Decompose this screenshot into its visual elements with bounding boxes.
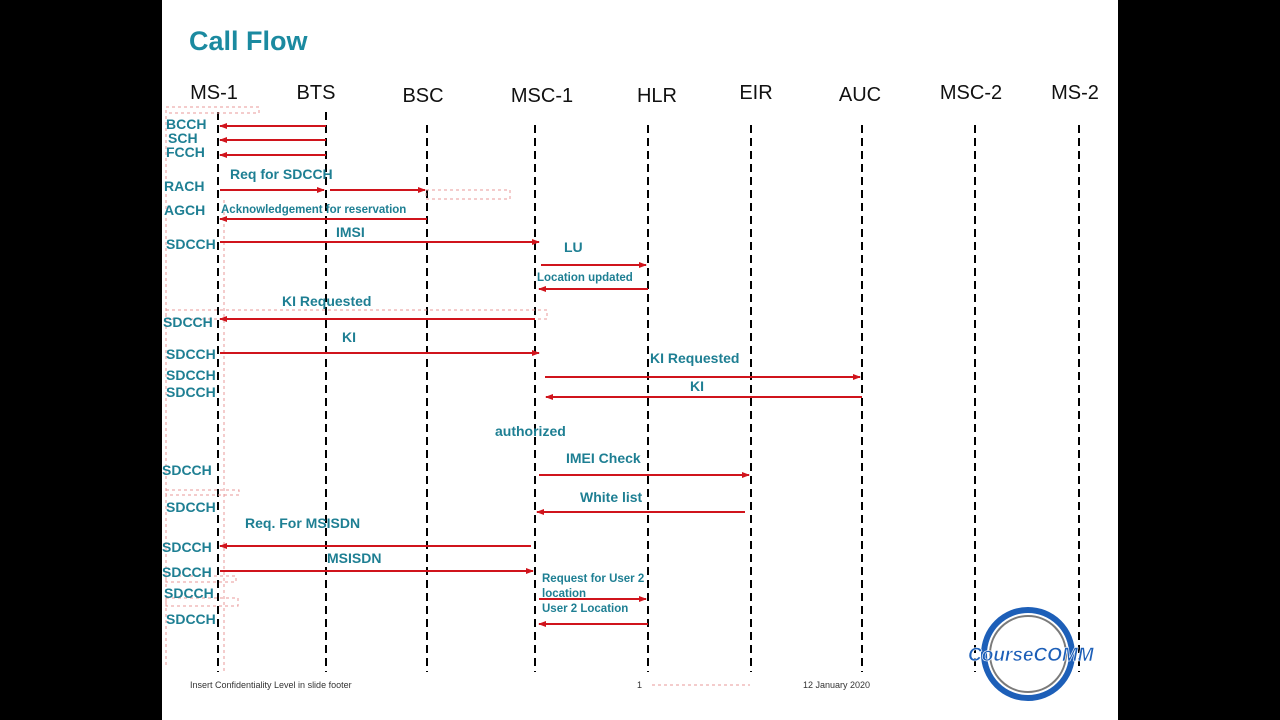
channel-label: AGCH: [164, 202, 205, 218]
page-title: Call Flow: [189, 26, 308, 56]
channel-label: SDCCH: [162, 539, 212, 555]
channel-label: SDCCH: [166, 611, 216, 627]
message-label: IMSI: [336, 224, 365, 240]
channel-label: SDCCH: [164, 585, 214, 601]
guide-box: [165, 575, 237, 583]
message-label: Req for SDCCH: [230, 166, 333, 182]
channel-label: SCH: [168, 130, 198, 146]
message-label: MSISDN: [327, 550, 381, 566]
channel-label: SDCCH: [163, 314, 213, 330]
message-label: Req. For MSISDN: [245, 515, 360, 531]
channel-label: FCCH: [166, 144, 205, 160]
guide-box: [165, 489, 240, 496]
entity-bsc: BSC: [402, 85, 444, 107]
message-label: Request for User 2 location: [542, 573, 645, 600]
channel-label: RACH: [164, 178, 204, 194]
message-label: KI: [690, 378, 704, 394]
message-label: User 2 Location: [542, 603, 628, 615]
message-label: White list: [580, 489, 643, 505]
channel-label: SDCCH: [166, 384, 216, 400]
coursecomm-logo-icon: CourseCOMM: [968, 607, 1095, 701]
guide-box: [425, 189, 511, 200]
channel-label: BCCH: [166, 116, 206, 132]
entity-hlr: HLR: [636, 85, 678, 107]
channel-label: SDCCH: [162, 564, 212, 580]
logo-ring: [981, 607, 1075, 701]
entity-msc1: MSC-1: [510, 85, 574, 107]
entity-bts: BTS: [296, 82, 336, 104]
message-label: KI Requested: [650, 350, 739, 366]
logo-inner-ring: [989, 615, 1067, 693]
footer-date: 12 January 2020: [803, 680, 871, 690]
entity-ms2: MS-2: [1051, 82, 1099, 104]
message-label-box: Request for User 2 location: [542, 573, 645, 600]
message-label: LU: [564, 239, 583, 255]
channel-label: SDCCH: [166, 236, 216, 252]
channel-label: SDCCH: [166, 499, 216, 515]
channel-label: SDCCH: [162, 462, 212, 478]
channel-label: SDCCH: [166, 367, 216, 383]
logo-text: CourseCOMM: [968, 645, 1095, 666]
guide-box: [165, 309, 548, 320]
guide-box: [165, 106, 260, 114]
message-label: KI Requested: [282, 293, 371, 309]
message-label: IMEI Check: [566, 450, 641, 466]
footer-confidentiality: Insert Confidentiality Level in slide fo…: [190, 680, 352, 690]
footer-page-number: 1: [637, 680, 643, 690]
entity-ms1: MS-1: [190, 82, 238, 104]
entity-auc: AUC: [838, 84, 882, 106]
note-label: authorized: [495, 423, 566, 439]
entity-msc2: MSC-2: [939, 82, 1003, 104]
channel-label: SDCCH: [166, 346, 216, 362]
entity-eir: EIR: [739, 82, 773, 104]
message-label: Location updated: [537, 272, 633, 284]
message-label: KI: [342, 329, 356, 345]
message-label: Acknowledgement for reservation: [221, 204, 406, 216]
